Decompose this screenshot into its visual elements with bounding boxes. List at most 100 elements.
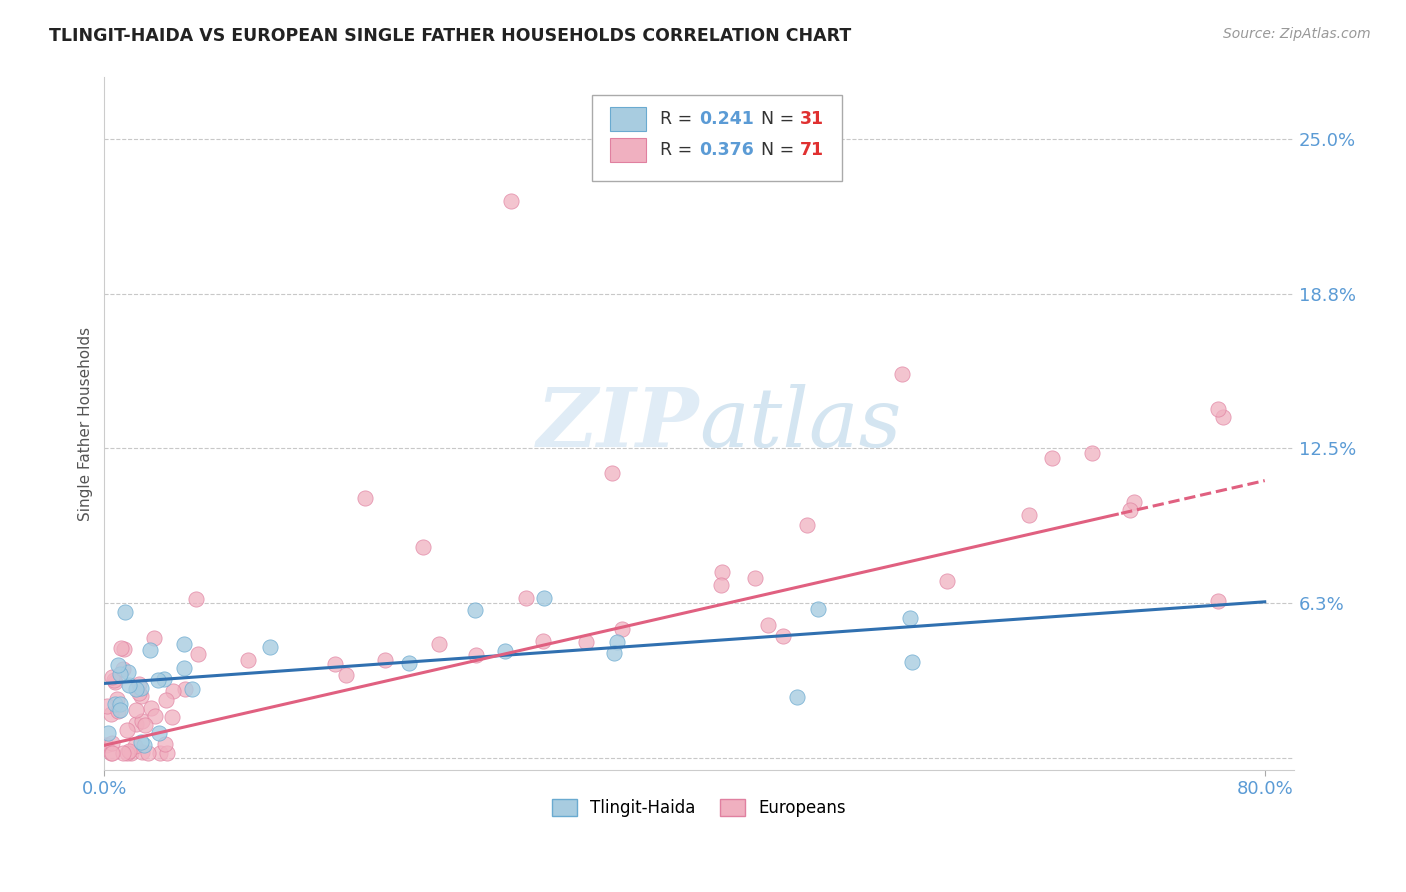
Point — [173, 682, 195, 697]
Point — [141, 700, 163, 714]
Point — [129, 735, 152, 749]
Point — [901, 655, 924, 669]
Point — [96, 698, 118, 713]
Point — [101, 670, 124, 684]
Point — [465, 648, 488, 662]
Point — [155, 693, 177, 707]
Text: TLINGIT-HAIDA VS EUROPEAN SINGLE FATHER HOUSEHOLDS CORRELATION CHART: TLINGIT-HAIDA VS EUROPEAN SINGLE FATHER … — [49, 27, 852, 45]
Point — [374, 653, 396, 667]
Point — [111, 662, 134, 676]
Point — [427, 637, 450, 651]
Point — [575, 635, 598, 649]
Text: 71: 71 — [800, 141, 824, 159]
Point — [499, 194, 522, 208]
Point — [114, 605, 136, 619]
Point — [398, 657, 420, 671]
Point — [107, 658, 129, 673]
Point — [709, 578, 731, 592]
Point — [104, 674, 127, 689]
Point — [108, 697, 131, 711]
Point — [711, 565, 734, 579]
Point — [259, 640, 281, 655]
Point — [173, 661, 195, 675]
Point — [610, 622, 633, 636]
Point — [125, 717, 148, 731]
Point — [138, 746, 160, 760]
Point — [173, 637, 195, 651]
Point — [236, 653, 259, 667]
Point — [129, 689, 152, 703]
Point — [162, 683, 184, 698]
Point — [115, 723, 138, 737]
Point — [124, 739, 146, 753]
Point — [148, 726, 170, 740]
Point — [129, 681, 152, 696]
Point — [936, 574, 959, 589]
Point — [494, 644, 516, 658]
Text: atlas: atlas — [699, 384, 901, 464]
Point — [756, 618, 779, 632]
Point — [101, 736, 124, 750]
Point — [603, 646, 626, 660]
Point — [744, 571, 766, 585]
Point — [128, 686, 150, 700]
Text: Source: ZipAtlas.com: Source: ZipAtlas.com — [1223, 27, 1371, 41]
Point — [101, 746, 124, 760]
Point — [125, 681, 148, 696]
Point — [606, 635, 628, 649]
Point — [115, 746, 138, 760]
Point — [160, 710, 183, 724]
Legend: Tlingit-Haida, Europeans: Tlingit-Haida, Europeans — [546, 792, 853, 824]
Text: R =: R = — [659, 110, 697, 128]
Point — [104, 697, 127, 711]
Point — [131, 745, 153, 759]
Text: ZIP: ZIP — [537, 384, 699, 464]
Point — [117, 665, 139, 680]
Point — [103, 673, 125, 687]
Point — [187, 647, 209, 661]
Point — [796, 518, 818, 533]
Point — [806, 601, 828, 615]
Point — [600, 466, 623, 480]
Point — [148, 746, 170, 760]
Point — [412, 541, 434, 555]
Point — [100, 707, 122, 722]
Point — [117, 744, 139, 758]
Point — [97, 725, 120, 739]
Point — [112, 642, 135, 657]
Point — [515, 591, 537, 605]
Point — [323, 657, 346, 671]
Text: N =: N = — [761, 141, 800, 159]
Bar — [610, 107, 645, 131]
Point — [118, 678, 141, 692]
Point — [1206, 594, 1229, 608]
Y-axis label: Single Father Households: Single Father Households — [79, 326, 93, 521]
Point — [786, 690, 808, 704]
Point — [108, 667, 131, 681]
Point — [143, 631, 166, 645]
Point — [772, 629, 794, 643]
Point — [148, 673, 170, 687]
Point — [120, 746, 142, 760]
Point — [143, 708, 166, 723]
Point — [94, 738, 117, 752]
Point — [531, 633, 554, 648]
Point — [105, 692, 128, 706]
Point — [900, 610, 922, 624]
Point — [110, 641, 132, 656]
Text: 0.241: 0.241 — [699, 110, 754, 128]
Text: R =: R = — [659, 141, 697, 159]
Point — [891, 368, 914, 382]
Point — [156, 746, 179, 760]
Point — [131, 714, 153, 729]
Point — [128, 676, 150, 690]
Text: 31: 31 — [800, 110, 824, 128]
Point — [533, 591, 555, 606]
FancyBboxPatch shape — [592, 95, 842, 181]
Point — [134, 717, 156, 731]
Point — [354, 491, 377, 505]
Point — [1212, 410, 1234, 425]
Point — [1080, 446, 1102, 460]
Point — [464, 603, 486, 617]
Bar — [610, 138, 645, 162]
